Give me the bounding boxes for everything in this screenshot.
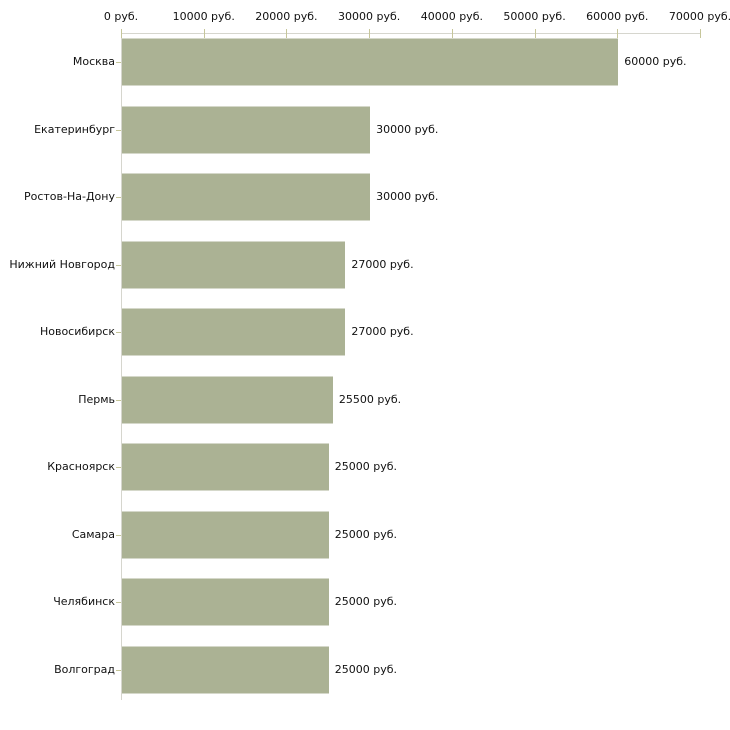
x-tick-mark [534, 29, 536, 38]
bar [122, 38, 619, 86]
category-tick-mark [116, 534, 121, 536]
value-label: 30000 руб. [376, 190, 439, 203]
category-label: Новосибирск [39, 325, 115, 338]
category-label: Нижний Новгород [9, 257, 115, 271]
category-label: Самара [71, 527, 115, 541]
x-tick-mark [451, 29, 453, 38]
category-label: Волгоград [54, 662, 115, 676]
value-label: 25500 руб. [338, 392, 402, 406]
bar [122, 578, 329, 626]
x-tick-mark [203, 29, 205, 38]
value-label: 30000 руб. [376, 122, 439, 136]
category-tick-mark [116, 399, 121, 401]
x-axis-line [121, 33, 701, 34]
category-tick-mark [116, 62, 121, 63]
bar [122, 511, 329, 558]
bar [122, 308, 346, 356]
x-tick-mark [286, 29, 288, 38]
x-tick-label: 30000 руб. [338, 10, 401, 23]
x-tick-label: 10000 руб. [172, 10, 235, 23]
x-tick-label: 50000 руб. [503, 10, 566, 23]
value-label: 27000 руб. [351, 325, 414, 338]
bar [122, 173, 371, 221]
value-label: 60000 руб. [624, 55, 687, 68]
x-tick-mark [121, 29, 122, 38]
category-label: Челябинск [53, 595, 115, 608]
category-tick-mark [116, 264, 121, 266]
category-tick-mark [116, 467, 121, 468]
category-label: Москва [72, 55, 115, 68]
x-tick-label: 20000 руб. [255, 10, 318, 23]
category-tick-mark [116, 602, 121, 603]
value-label: 25000 руб. [334, 460, 398, 473]
category-tick-mark [116, 332, 121, 333]
y-axis-line [121, 33, 122, 700]
x-tick-mark [617, 29, 619, 38]
category-label: Ростов-На-Дону [23, 190, 115, 203]
x-tick-mark [369, 29, 371, 38]
x-tick-label: 0 руб. [103, 10, 139, 23]
category-tick-mark [116, 197, 121, 198]
bar [122, 646, 329, 693]
category-tick-mark [116, 129, 121, 131]
x-tick-mark [700, 29, 701, 38]
value-label: 25000 руб. [334, 662, 398, 676]
bar [122, 376, 333, 423]
bar [122, 106, 371, 153]
x-tick-label: 40000 руб. [420, 10, 483, 23]
bar [122, 443, 329, 491]
x-tick-label: 60000 руб. [586, 10, 649, 23]
value-label: 25000 руб. [334, 527, 398, 541]
category-label: Красноярск [47, 460, 115, 473]
value-label: 25000 руб. [334, 595, 398, 608]
value-label: 27000 руб. [351, 257, 414, 271]
x-tick-label: 70000 руб. [668, 10, 730, 23]
category-tick-mark [116, 669, 121, 671]
bar [122, 241, 346, 288]
category-label: Пермь [78, 392, 115, 406]
category-label: Екатеринбург [34, 122, 115, 136]
